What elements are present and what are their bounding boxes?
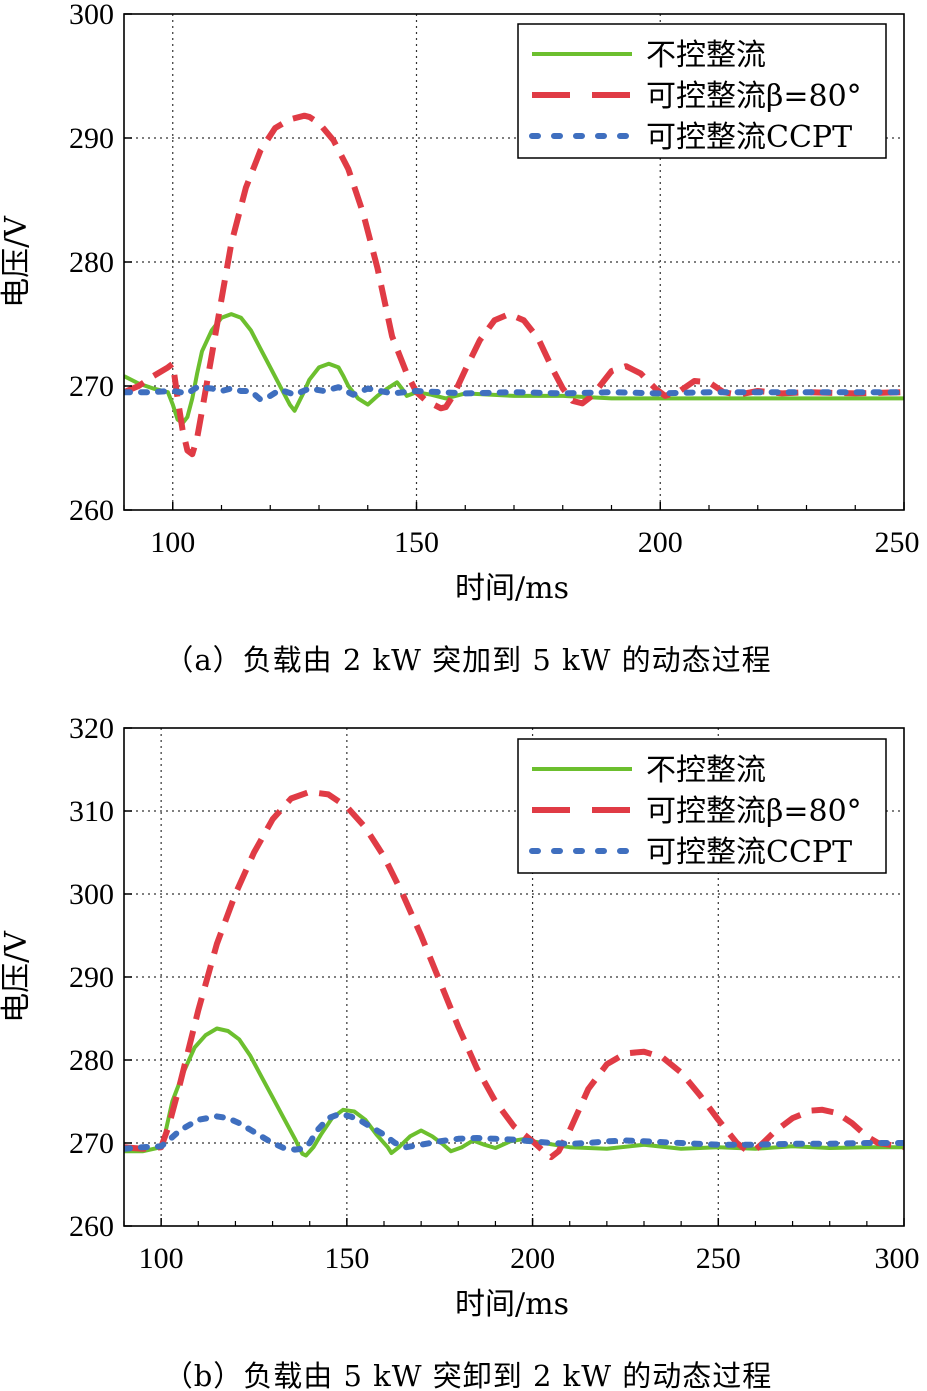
legend-label-0: 不控整流 [646, 38, 766, 73]
x-tick-label: 150 [394, 526, 439, 559]
legend-label-1: 可控整流β=80° [646, 79, 862, 114]
figure-caption: （a）负载由 2 kW 突加到 5 kW 的动态过程 [164, 643, 771, 677]
series-line-2 [124, 1111, 904, 1153]
y-tick-label: 310 [69, 795, 114, 828]
series-line-1 [124, 788, 904, 1161]
x-tick-label: 250 [696, 1242, 741, 1275]
y-tick-label: 260 [69, 494, 114, 527]
y-tick-label: 290 [69, 961, 114, 994]
y-tick-label: 280 [69, 1044, 114, 1077]
series-line-1 [124, 112, 904, 458]
figure-caption: （b）负载由 5 kW 突卸到 2 kW 的动态过程 [164, 1359, 773, 1391]
series-line-2 [124, 384, 904, 403]
y-tick-label: 290 [69, 122, 114, 155]
y-axis-label: 电压/V [0, 215, 34, 308]
series-group [124, 112, 904, 458]
series-line-0 [124, 312, 904, 426]
legend-label-1: 可控整流β=80° [646, 794, 862, 829]
y-tick-label: 300 [69, 878, 114, 911]
legend-label-0: 不控整流 [646, 753, 766, 788]
x-tick-label: 300 [875, 1242, 920, 1275]
y-tick-label: 270 [69, 370, 114, 403]
series-line-0 [124, 1026, 904, 1158]
y-tick-label: 300 [69, 0, 114, 31]
chart-b: 100 150 200 250 300 260 270 280 290 300 310 320 时间/m… [0, 712, 920, 1391]
x-tick-label: 150 [324, 1242, 369, 1275]
chart-a: 100 150 200 250 260 270 280 290 300 时间/ms 电压/V 不控整流… [0, 0, 920, 677]
x-tick-label: 100 [150, 526, 195, 559]
x-tick-label: 250 [875, 526, 920, 559]
x-tick-label: 200 [638, 526, 683, 559]
series-group [124, 788, 904, 1161]
y-tick-label: 320 [69, 712, 114, 745]
x-tick-label: 100 [139, 1242, 184, 1275]
y-tick-label: 280 [69, 246, 114, 279]
x-axis-label: 时间/ms [455, 1287, 569, 1322]
x-tick-label: 200 [510, 1242, 555, 1275]
legend-label-2: 可控整流CCPT [646, 120, 852, 155]
y-tick-label: 260 [69, 1210, 114, 1243]
legend-label-2: 可控整流CCPT [646, 835, 852, 870]
x-axis-label: 时间/ms [455, 571, 569, 606]
y-tick-label: 270 [69, 1127, 114, 1160]
y-axis-label: 电压/V [0, 930, 34, 1023]
